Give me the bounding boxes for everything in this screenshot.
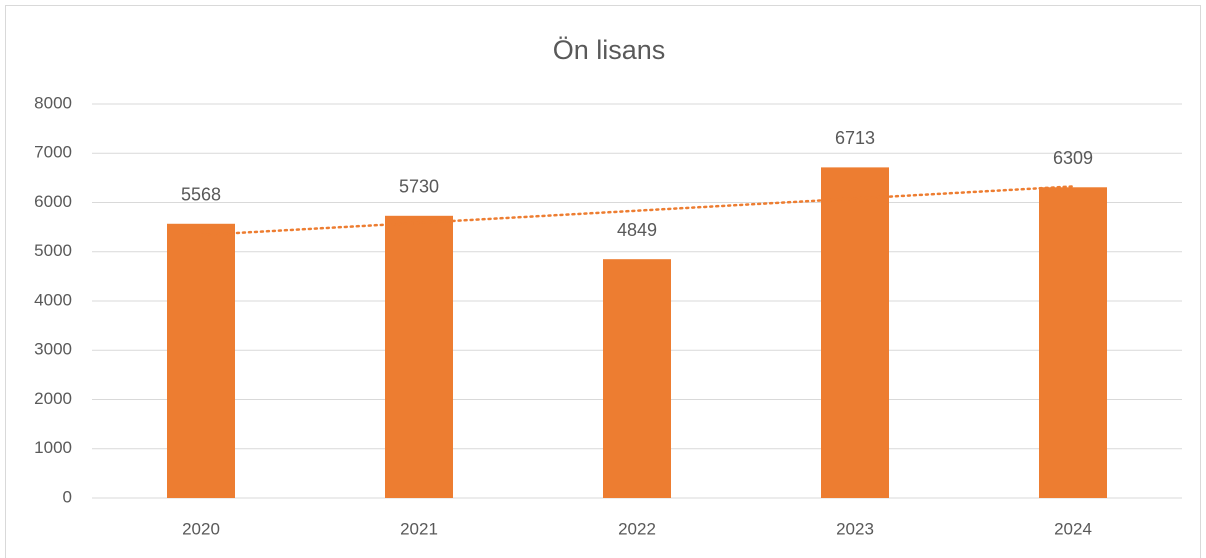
bar <box>1039 187 1107 499</box>
y-tick-label: 3000 <box>34 340 72 359</box>
bar <box>821 167 889 498</box>
bar <box>385 215 453 499</box>
y-tick-label: 1000 <box>34 438 72 457</box>
x-tick-label: 2022 <box>618 519 656 538</box>
trendline <box>199 185 1075 237</box>
x-tick-label: 2021 <box>400 519 438 538</box>
data-label: 6713 <box>835 128 875 148</box>
y-tick-label: 2000 <box>34 389 72 408</box>
data-label: 5568 <box>181 185 221 205</box>
y-tick-label: 4000 <box>34 290 72 309</box>
y-tick-label: 7000 <box>34 143 72 162</box>
x-tick-label: 2020 <box>182 519 220 538</box>
data-label: 4849 <box>617 220 657 240</box>
x-tick-label: 2024 <box>1054 519 1092 538</box>
y-tick-label: 5000 <box>34 241 72 260</box>
data-label: 5730 <box>399 177 439 197</box>
bar <box>603 259 671 498</box>
y-tick-label: 0 <box>63 487 72 506</box>
y-tick-label: 6000 <box>34 192 72 211</box>
x-tick-label: 2023 <box>836 519 874 538</box>
chart-title: Ön lisans <box>553 35 666 65</box>
bar <box>167 223 235 498</box>
y-tick-label: 8000 <box>34 93 72 112</box>
data-label: 6309 <box>1053 148 1093 168</box>
